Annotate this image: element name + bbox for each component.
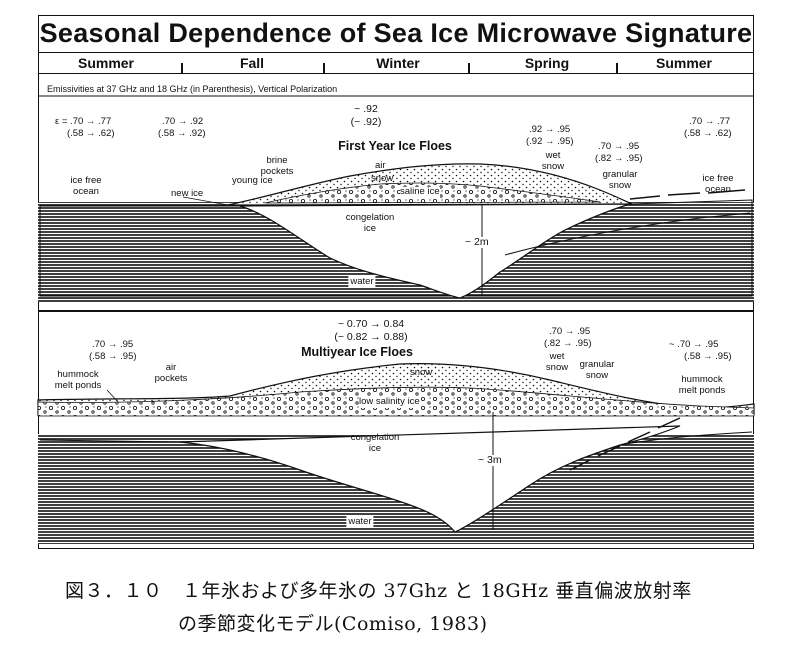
season-tick xyxy=(181,63,183,73)
emis-spring-37: .70 → .95 xyxy=(549,326,591,337)
label-young-ice: young ice xyxy=(232,175,273,186)
label-saline-ice: saline ice xyxy=(400,186,440,198)
emis-wet-snow-37: .92 → .95 xyxy=(529,124,571,135)
emis-right-37: ~ .70 → .95 xyxy=(669,339,719,350)
caption-line-1: 図３．１０ １年氷および多年氷の 37Ghz と 18GHz 垂直偏波放射率 xyxy=(65,580,692,602)
emis-wet-snow-18: (.92 → .95) xyxy=(526,136,574,147)
emis-granular-18: (.82 → .95) xyxy=(595,153,643,164)
emis-left-37: .70 → .95 xyxy=(92,339,134,350)
emis-winter-37-p2: ~ 0.70 → 0.84 xyxy=(337,318,405,330)
caption-line-2: の季節変化モデル(Comiso, 1983) xyxy=(178,613,488,635)
emis-new-ice-18: (.58 → .92) xyxy=(158,128,206,139)
season-bar: Summer Fall Winter Spring Summer xyxy=(38,52,754,74)
dashed-line-2 xyxy=(569,417,681,471)
emis-open-ocean-37: ε = .70 → .77 xyxy=(55,116,112,127)
emis-summer-18: (.58 → .62) xyxy=(684,128,732,139)
season-summer-2: Summer xyxy=(655,55,713,71)
label-granular-snow-2: granular snow xyxy=(579,359,615,381)
label-new-ice: new ice xyxy=(171,188,204,199)
emis-summer-37: .70 → .77 xyxy=(689,116,731,127)
ice-boundary-1 xyxy=(504,212,751,256)
label-hummock-left: hummock melt ponds xyxy=(54,369,102,391)
label-hummock-right: hummock melt ponds xyxy=(678,374,726,396)
label-wet-snow-2: wet snow xyxy=(545,351,569,373)
emis-spring-18: (.82 → .95) xyxy=(544,338,592,349)
label-air-pockets: air pockets xyxy=(154,362,188,384)
emis-winter-18: (~ .92) xyxy=(350,116,382,128)
label-congelation-ice-1: congelation ice xyxy=(345,212,395,234)
panel1-heading: First Year Ice Floes xyxy=(338,139,452,153)
label-ice-free-ocean-right: ice free ocean xyxy=(702,173,734,195)
season-winter: Winter xyxy=(376,55,420,71)
figure-title: Seasonal Dependence of Sea Ice Microwave… xyxy=(39,18,753,48)
season-fall: Fall xyxy=(239,55,265,71)
label-low-salinity-ice: low salinity ice xyxy=(359,396,420,408)
label-thickness-1: ~ 2m xyxy=(465,236,489,248)
dashed-line-1 xyxy=(629,189,746,200)
emis-granular-37: .70 → .95 xyxy=(598,141,640,152)
label-thickness-2: ~ 3m xyxy=(478,454,502,466)
panel2-heading: Multiyear Ice Floes xyxy=(301,345,413,359)
leader-hummock xyxy=(106,389,119,403)
season-spring: Spring xyxy=(524,55,570,71)
season-summer-1: Summer xyxy=(77,55,135,71)
label-brine-pockets: brine pockets xyxy=(260,155,294,177)
congelation-ice-2 xyxy=(179,425,681,533)
season-tick xyxy=(468,63,470,73)
emissivity-note: Emissivities at 37 GHz and 18 GHz (in Pa… xyxy=(47,84,338,94)
congelation-ice-1 xyxy=(239,203,631,299)
emis-open-ocean-18: (.58 → .62) xyxy=(67,128,115,139)
label-congelation-ice-2: congelation ice xyxy=(350,432,400,454)
label-air: air xyxy=(375,160,386,171)
season-tick xyxy=(323,63,325,73)
emis-new-ice-37: .70 → .92 xyxy=(162,116,204,127)
label-granular-snow: granular snow xyxy=(602,169,638,191)
season-tick xyxy=(616,63,618,73)
label-water-2: water xyxy=(346,516,374,527)
emis-winter-37: ~ .92 xyxy=(354,103,378,115)
emis-winter-18-p2: (~ 0.82 → 0.88) xyxy=(334,331,408,343)
label-ice-free-ocean-left: ice free ocean xyxy=(70,175,102,197)
label-snow-2: snow xyxy=(410,367,433,378)
label-snow: snow xyxy=(371,173,394,184)
emis-right-18: (.58 → .95) xyxy=(684,351,732,362)
label-wet-snow: wet snow xyxy=(541,150,565,172)
emis-left-18: (.58 → .95) xyxy=(89,351,137,362)
label-water-1: water xyxy=(348,276,376,287)
leader-new-ice xyxy=(182,196,229,206)
